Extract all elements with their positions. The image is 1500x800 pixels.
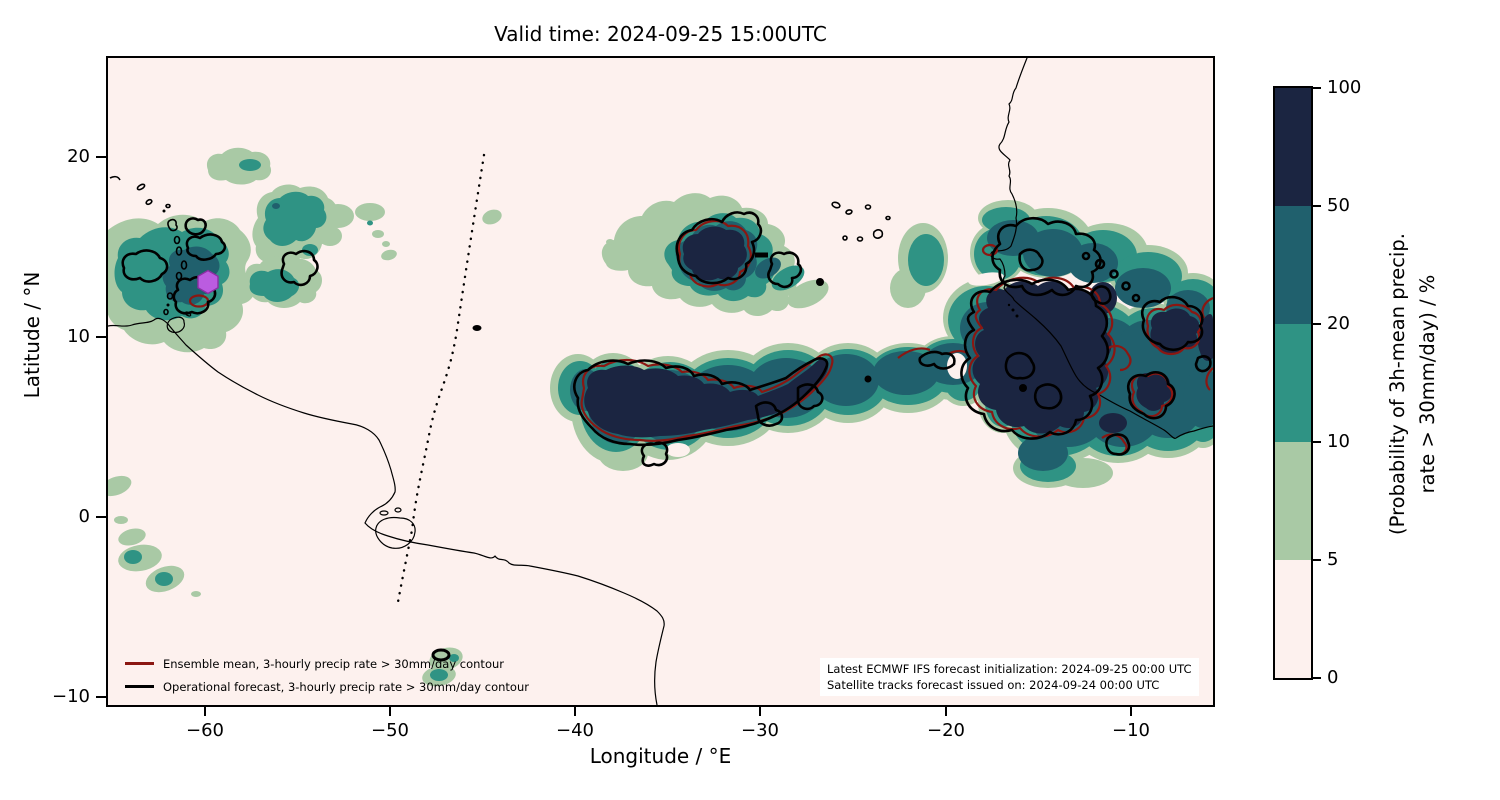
marajo-island bbox=[375, 516, 416, 549]
legend-label: Operational forecast, 3-hourly precip ra… bbox=[163, 679, 529, 694]
africa-coast bbox=[990, 58, 1213, 439]
x-tick-mark bbox=[389, 707, 391, 716]
map-plot-area: Ensemble mean, 3-hourly precip rate > 30… bbox=[106, 56, 1215, 707]
plot-title: Valid time: 2024-09-25 15:00UTC bbox=[494, 22, 827, 46]
y-tick-mark bbox=[96, 516, 106, 518]
colorbar-tick-label: 100 bbox=[1327, 77, 1362, 98]
x-tick-mark bbox=[574, 707, 576, 716]
south-america-coast bbox=[108, 317, 665, 705]
contour-legend: Ensemble mean, 3-hourly precip rate > 30… bbox=[125, 652, 529, 698]
colorbar-tick-mark bbox=[1313, 441, 1321, 443]
y-tick-mark bbox=[96, 156, 106, 158]
y-tick-mark bbox=[96, 696, 106, 698]
x-tick-mark bbox=[945, 707, 947, 716]
x-tick-mark bbox=[759, 707, 761, 716]
colorbar-tick-label: 5 bbox=[1327, 549, 1339, 570]
colorbar-tick-label: 10 bbox=[1327, 431, 1350, 452]
island-dots bbox=[162, 209, 1019, 318]
colorbar bbox=[1273, 86, 1313, 680]
colorbar-tick-mark bbox=[1313, 559, 1321, 561]
info-line-satellite: Satellite tracks forecast issued on: 202… bbox=[827, 678, 1160, 693]
x-tick-label: −10 bbox=[1112, 720, 1150, 741]
colorbar-seg-5-10 bbox=[1275, 442, 1311, 560]
colorbar-label-line1: (Probability of 3h-mean precip. bbox=[1386, 233, 1409, 535]
colorbar-tick-mark bbox=[1313, 677, 1321, 679]
colorbar-seg-10-20 bbox=[1275, 324, 1311, 442]
colorbar-tick-mark bbox=[1313, 323, 1321, 325]
x-tick-mark bbox=[1130, 707, 1132, 716]
y-tick-label: 10 bbox=[67, 326, 90, 347]
legend-label: Ensemble mean, 3-hourly precip rate > 30… bbox=[163, 656, 504, 671]
legend-row-ensemble: Ensemble mean, 3-hourly precip rate > 30… bbox=[125, 652, 529, 675]
x-tick-label: −20 bbox=[927, 720, 965, 741]
y-tick-label: 0 bbox=[78, 506, 90, 527]
forecast-info-box: Latest ECMWF IFS forecast initialization… bbox=[820, 658, 1199, 697]
x-tick-label: −50 bbox=[371, 720, 409, 741]
contour-dots bbox=[816, 278, 1027, 392]
satellite-track bbox=[396, 153, 486, 604]
x-tick-label: −40 bbox=[556, 720, 594, 741]
colorbar-tick-mark bbox=[1313, 205, 1321, 207]
x-tick-label: −30 bbox=[741, 720, 779, 741]
x-tick-label: −60 bbox=[186, 720, 224, 741]
y-tick-mark bbox=[96, 336, 106, 338]
colorbar-tick-label: 0 bbox=[1327, 667, 1339, 688]
y-tick-label: −10 bbox=[52, 686, 90, 707]
storm-hexagon-marker bbox=[197, 269, 219, 295]
ensemble-mean-line-swatch bbox=[125, 661, 154, 666]
colorbar-label-line2: rate > 30mm/day) / % bbox=[1416, 274, 1439, 494]
y-axis-label: Latitude / °N bbox=[20, 271, 44, 399]
colorbar-tick-label: 20 bbox=[1327, 313, 1350, 334]
prob-fill-50pct bbox=[584, 226, 1213, 438]
colorbar-axis-label: (Probability of 3h-mean precip. rate > 3… bbox=[1383, 54, 1443, 714]
x-axis-label: Longitude / °E bbox=[589, 744, 732, 768]
colorbar-seg-20-50 bbox=[1275, 206, 1311, 324]
map-graphic bbox=[108, 58, 1213, 705]
colorbar-tick-label: 50 bbox=[1327, 195, 1350, 216]
colorbar-seg-0-5 bbox=[1275, 560, 1311, 678]
x-tick-mark bbox=[204, 707, 206, 716]
field-holes bbox=[666, 272, 1004, 457]
colorbar-seg-50-100 bbox=[1275, 88, 1311, 206]
track-point-dot bbox=[472, 325, 482, 331]
small-islands bbox=[109, 175, 891, 316]
coastlines bbox=[108, 58, 1213, 705]
colorbar-tick-mark bbox=[1313, 87, 1321, 89]
trinidad bbox=[166, 316, 185, 333]
operational-line-swatch bbox=[125, 684, 154, 689]
y-tick-label: 20 bbox=[67, 146, 90, 167]
info-line-initialization: Latest ECMWF IFS forecast initialization… bbox=[827, 662, 1192, 676]
legend-row-operational: Operational forecast, 3-hourly precip ra… bbox=[125, 675, 529, 698]
operational-contours bbox=[121, 211, 1212, 662]
